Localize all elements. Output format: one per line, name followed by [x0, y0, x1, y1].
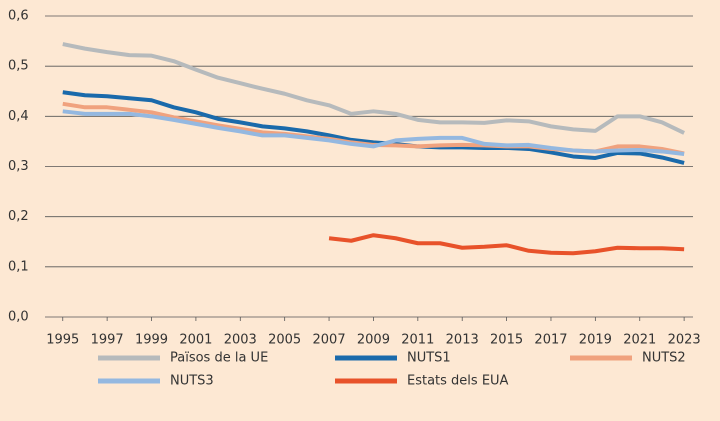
legend-label: Països de la UE — [170, 351, 268, 366]
series-line — [62, 42, 685, 135]
x-tick-label: 2013 — [446, 333, 479, 348]
x-tick-label: 1997 — [91, 333, 124, 348]
x-tick-label: 1999 — [135, 333, 168, 348]
x-tick-label: 2017 — [534, 333, 567, 348]
x-tick-label: 2003 — [224, 333, 257, 348]
x-tick-label: 2009 — [357, 333, 390, 348]
x-tick-label: 2023 — [668, 333, 701, 348]
legend-label: Estats dels EUA — [407, 374, 509, 389]
x-tick-label: 2015 — [490, 333, 523, 348]
series-line — [328, 233, 685, 256]
y-tick-label: 0,3 — [8, 159, 29, 174]
x-tick-label: 2007 — [313, 333, 346, 348]
y-tick-label: 0,2 — [8, 209, 29, 224]
legend-label: NUTS3 — [170, 374, 214, 389]
x-tick-label: 2011 — [401, 333, 434, 348]
series-line — [62, 109, 685, 156]
x-tick-label: 1995 — [46, 333, 79, 348]
y-tick-label: 0,6 — [8, 9, 29, 24]
y-tick-label: 0,1 — [8, 259, 29, 274]
legend-label: NUTS2 — [642, 351, 686, 366]
y-tick-label: 0,4 — [8, 109, 29, 124]
series-line — [62, 90, 685, 165]
y-tick-label: 0,0 — [8, 310, 29, 325]
legend-label: NUTS1 — [407, 351, 451, 366]
x-tick-label: 2001 — [179, 333, 212, 348]
x-tick-label: 2005 — [268, 333, 301, 348]
y-tick-label: 0,5 — [8, 59, 29, 74]
x-tick-label: 2021 — [623, 333, 656, 348]
x-tick-label: 2019 — [579, 333, 612, 348]
